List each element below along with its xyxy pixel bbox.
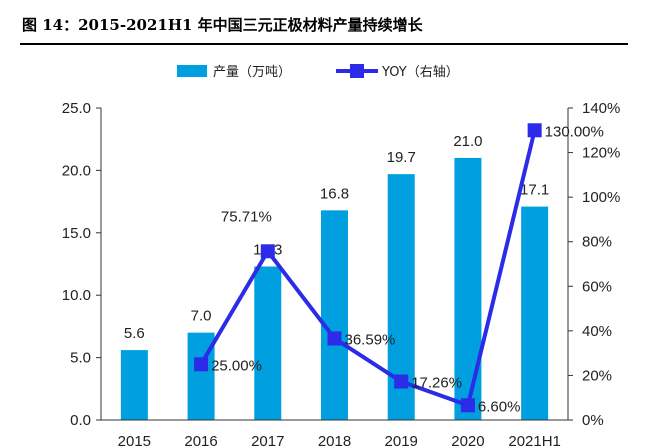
bar-value-label: 17.1 xyxy=(520,182,549,199)
right-tick-label: 0% xyxy=(582,412,604,429)
yoy-value-label: 25.00% xyxy=(211,357,262,374)
legend-swatch-bar xyxy=(177,65,207,77)
bar-value-label: 16.8 xyxy=(320,185,349,202)
left-tick-label: 15.0 xyxy=(62,225,91,242)
bar-2018 xyxy=(321,210,348,420)
yoy-marker-2016 xyxy=(194,357,209,372)
legend-label-bar: 产量（万吨） xyxy=(213,65,291,80)
yoy-marker-2018 xyxy=(327,331,342,346)
yoy-line xyxy=(199,129,537,408)
legend-swatch-marker xyxy=(350,64,364,78)
bar-value-label: 21.0 xyxy=(453,133,482,150)
left-tick-label: 5.0 xyxy=(70,350,91,367)
yoy-marker-2021H1 xyxy=(527,123,542,138)
right-tick-label: 60% xyxy=(582,278,612,295)
yoy-value-label: 17.26% xyxy=(411,375,462,392)
x-tick-label: 2015 xyxy=(118,433,151,447)
x-tick-label: 2017 xyxy=(251,433,284,447)
x-tick-label: 2018 xyxy=(318,433,351,447)
left-tick-label: 25.0 xyxy=(62,100,91,117)
left-tick-label: 0.0 xyxy=(70,412,91,429)
right-tick-label: 40% xyxy=(582,323,612,340)
right-tick-label: 80% xyxy=(582,234,612,251)
figure-title: 图 14：2015-2021H1 年中国三元正极材料产量持续增长 xyxy=(22,16,423,34)
x-tick-label: 2019 xyxy=(385,433,418,447)
bar-value-label: 19.7 xyxy=(387,149,416,166)
bar-2015 xyxy=(120,350,148,420)
left-tick-label: 20.0 xyxy=(62,162,91,179)
bar-2021H1 xyxy=(521,206,549,420)
yoy-marker-2020 xyxy=(460,398,475,413)
left-tick-label: 10.0 xyxy=(62,287,91,304)
title-underline xyxy=(20,43,628,45)
yoy-value-label: 6.60% xyxy=(478,398,521,415)
bar-value-label: 7.0 xyxy=(191,308,212,325)
yoy-value-label: 130.00% xyxy=(545,123,604,140)
x-tick-label: 2016 xyxy=(184,433,217,447)
yoy-marker-2017 xyxy=(260,244,275,259)
bar-2017 xyxy=(254,266,282,420)
yoy-marker-2019 xyxy=(394,374,409,389)
bar-value-label: 5.6 xyxy=(124,325,145,342)
x-tick-label: 2021H1 xyxy=(508,433,561,447)
right-tick-label: 100% xyxy=(582,189,620,206)
right-tick-label: 20% xyxy=(582,367,612,384)
x-tick-label: 2020 xyxy=(451,433,484,447)
right-tick-label: 120% xyxy=(582,145,620,162)
right-tick-label: 140% xyxy=(582,100,620,117)
legend-label-line: YOY（右轴） xyxy=(381,65,459,80)
yoy-value-label: 75.71% xyxy=(221,208,272,225)
yoy-value-label: 36.59% xyxy=(345,331,396,348)
